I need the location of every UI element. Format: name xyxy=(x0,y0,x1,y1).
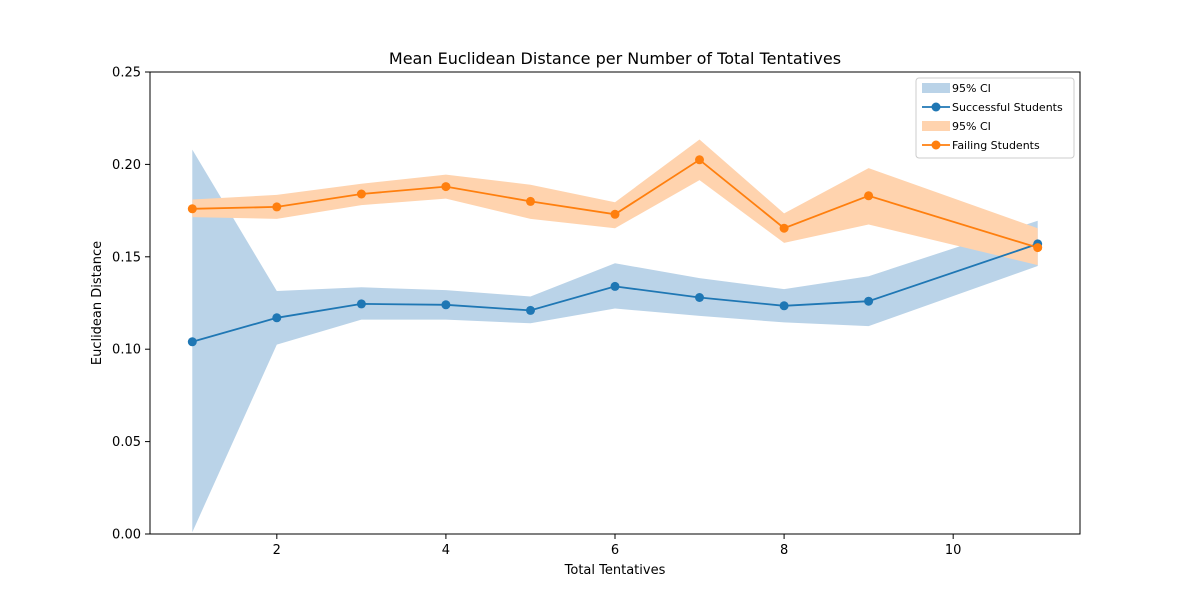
series-lines xyxy=(192,158,1038,343)
data-point xyxy=(526,305,535,315)
legend-swatch-marker xyxy=(931,102,941,112)
data-point xyxy=(272,202,282,212)
y-axis-ticks: 0.00 0.05 0.10 0.15 0.20 0.25 xyxy=(112,66,150,543)
data-point xyxy=(864,296,874,306)
y-tick-label: 0.15 xyxy=(112,250,141,265)
data-point xyxy=(779,301,789,311)
legend-swatch-ci xyxy=(922,121,950,131)
data-point xyxy=(695,155,704,165)
y-tick-label: 0.20 xyxy=(112,158,141,173)
legend-label-ci: 95% CI xyxy=(952,120,991,133)
series-points xyxy=(187,155,1043,347)
data-point xyxy=(187,204,197,214)
legend-box xyxy=(915,77,1075,159)
y-axis-label: Euclidean Distance xyxy=(90,241,105,365)
data-point xyxy=(441,182,451,192)
data-point xyxy=(610,281,620,291)
ci-bands xyxy=(192,139,1038,533)
data-point xyxy=(864,191,874,201)
y-tick-label: 0.25 xyxy=(112,66,141,81)
legend: 95% CI Successful Students 95% CI Failing S… xyxy=(915,77,1075,159)
data-point xyxy=(526,196,535,206)
x-tick-label: 8 xyxy=(780,543,788,558)
x-axis-label: Total Tentatives xyxy=(564,563,666,578)
legend-label-series: Successful Students xyxy=(952,101,1063,114)
legend-swatch-ci xyxy=(922,83,950,93)
x-axis-ticks: 2 4 6 8 10 xyxy=(273,534,962,558)
x-tick-label: 4 xyxy=(442,543,450,558)
x-tick-label: 10 xyxy=(945,543,962,558)
data-point xyxy=(187,337,197,347)
legend-label-ci: 95% CI xyxy=(952,82,991,95)
data-point xyxy=(779,223,789,233)
legend-swatch-marker xyxy=(931,140,941,150)
data-point xyxy=(272,313,282,323)
legend-label-series: Failing Students xyxy=(952,139,1040,152)
data-point xyxy=(356,299,366,309)
ci-band-series-1 xyxy=(192,139,1038,266)
data-point xyxy=(695,293,704,302)
data-point xyxy=(610,209,620,219)
x-tick-label: 2 xyxy=(273,543,281,558)
series-line-0 xyxy=(192,243,1038,343)
series-line-1 xyxy=(192,158,1038,249)
y-tick-label: 0.05 xyxy=(112,435,141,450)
data-point xyxy=(441,300,451,310)
data-point xyxy=(356,189,366,199)
x-tick-label: 6 xyxy=(611,543,619,558)
y-tick-label: 0.00 xyxy=(112,528,141,543)
y-tick-label: 0.10 xyxy=(112,343,141,358)
data-point xyxy=(1033,243,1043,253)
chart-title: Mean Euclidean Distance per Number of To… xyxy=(389,49,841,68)
